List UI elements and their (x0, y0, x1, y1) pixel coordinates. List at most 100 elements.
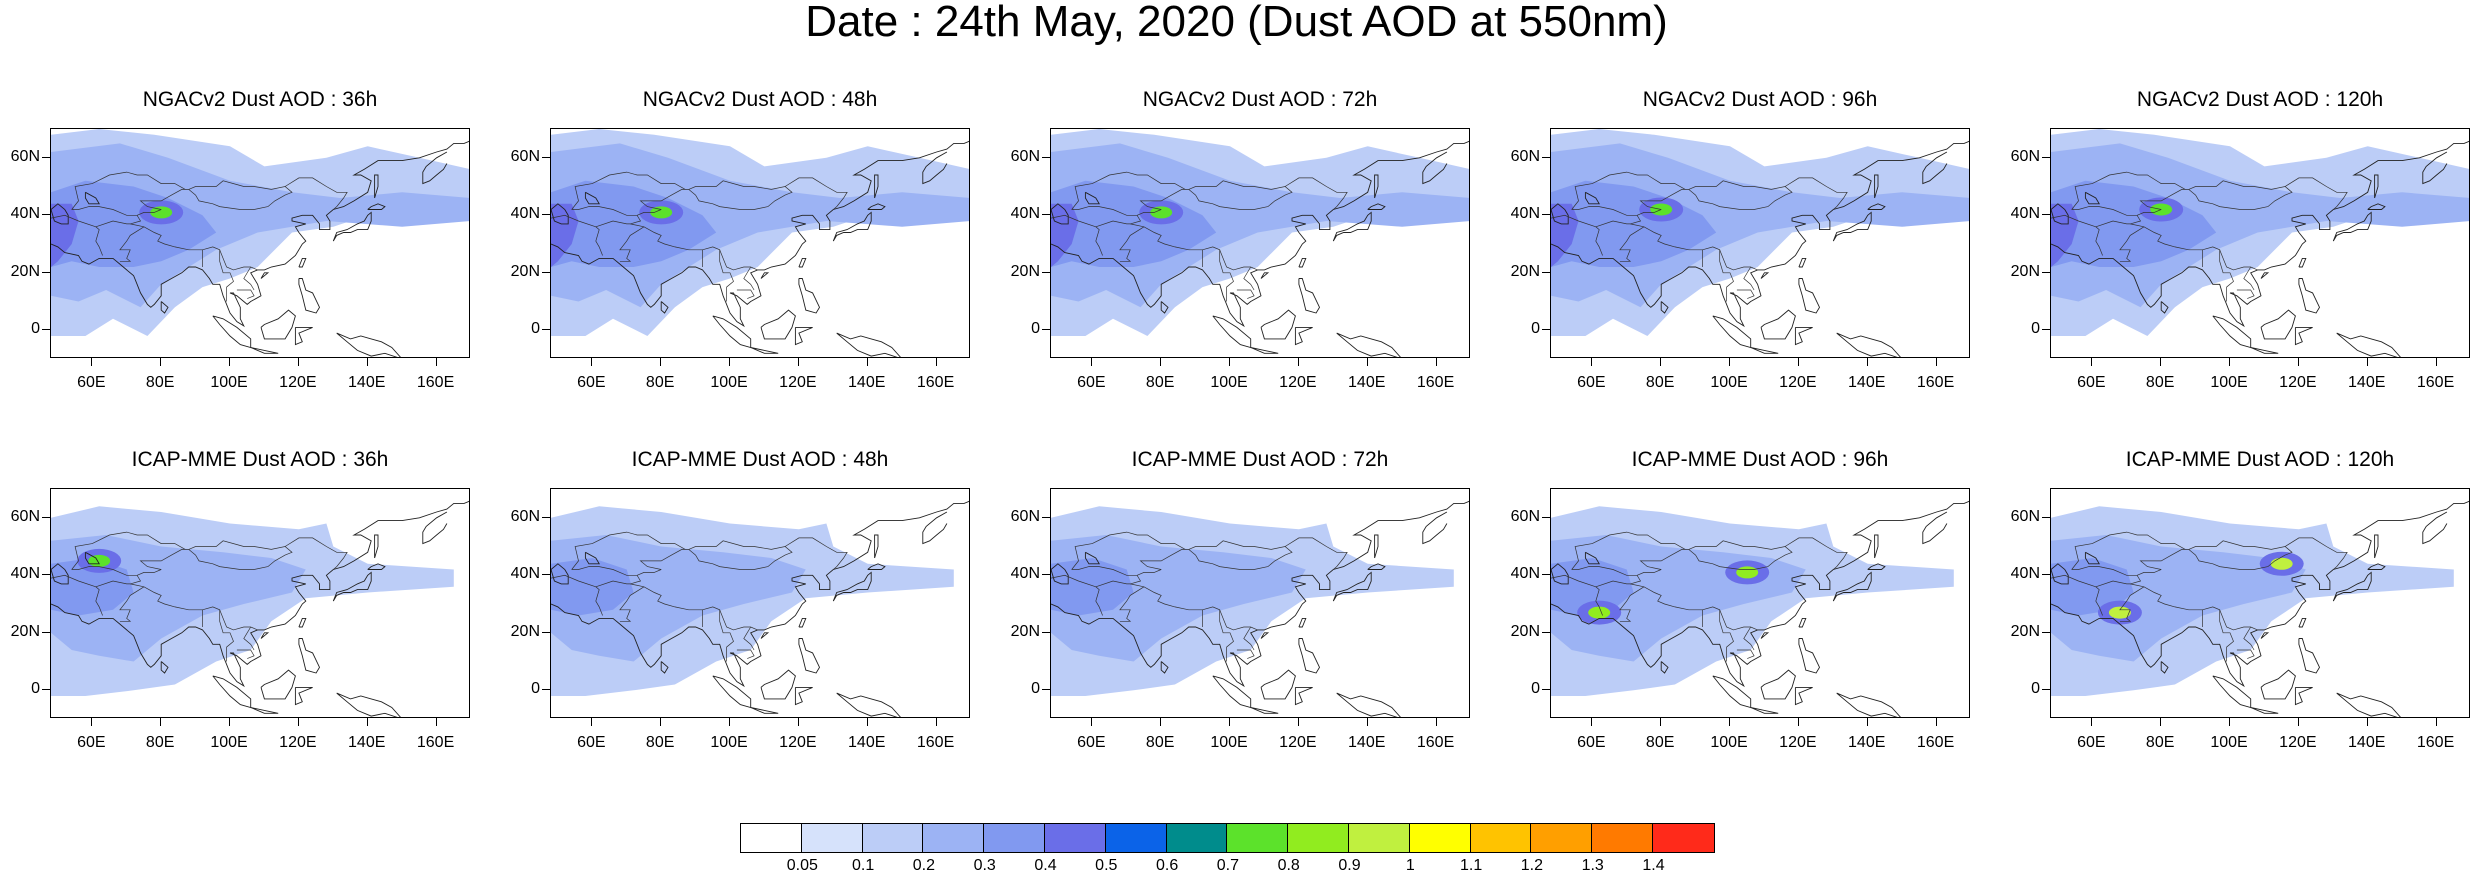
y-tick-mark (2042, 156, 2050, 158)
map-panel: ICAP-MME Dust AOD : 36h 60E 80E 100E 120E 140… (11, 448, 470, 751)
colorbar-swatch (1592, 824, 1653, 852)
colorbar-swatch (1227, 824, 1289, 852)
coastline (51, 203, 69, 225)
y-tick-label: 0 (531, 680, 540, 698)
country-border (2136, 569, 2162, 576)
x-tick-label: 100E (1710, 374, 1748, 391)
colorbar-swatch (923, 824, 985, 852)
x-tick-mark (1729, 358, 1731, 366)
colorbar-label: 1.2 (1520, 857, 1544, 874)
coastline (1084, 551, 1100, 565)
coastline (2374, 174, 2379, 199)
map-frame (50, 488, 470, 718)
y-tick-label: 20N (2010, 622, 2040, 640)
country-border (2119, 226, 2145, 262)
x-tick-mark (2435, 358, 2437, 366)
coastline (1551, 140, 1969, 328)
colorbar-swatch (1409, 824, 1471, 852)
country-border (236, 649, 255, 659)
x-tick-mark (729, 358, 731, 366)
x-tick-label: 100E (2210, 374, 2248, 391)
y-tick-label: 0 (2031, 680, 2040, 698)
country-border (1136, 209, 1162, 216)
x-tick-mark (2229, 358, 2231, 366)
coastline (1298, 617, 1307, 628)
x-tick-mark (1866, 718, 1868, 726)
x-tick-label: 160E (2416, 374, 2455, 391)
dust-hotspot (88, 554, 111, 567)
coastline (798, 257, 807, 268)
y-tick-label: 0 (1531, 680, 1540, 698)
coastline (160, 301, 169, 314)
country-border (1051, 574, 1103, 616)
coastline (1212, 315, 1252, 349)
country-border (1551, 574, 1603, 616)
y-tick-label: 40N (510, 205, 540, 223)
panel-title: NGACv2 Dust AOD : 36h (142, 88, 378, 111)
x-tick-label: 60E (77, 734, 106, 751)
x-tick-label: 100E (210, 734, 248, 751)
x-tick-mark (1366, 358, 1368, 366)
coastline (1298, 278, 1321, 314)
country-border (719, 249, 734, 302)
y-tick-mark (2042, 214, 2050, 216)
x-tick-mark (591, 358, 593, 366)
colorbar-swatch (1652, 824, 1714, 852)
coastline (794, 686, 813, 706)
y-tick-mark (542, 214, 550, 216)
y-tick-label: 0 (1031, 680, 1040, 698)
coastline (1750, 347, 1779, 354)
country-border (2071, 206, 2142, 228)
coastline (1760, 272, 1770, 279)
x-tick-mark (91, 358, 93, 366)
y-tick-label: 40N (1510, 205, 1540, 223)
country-border (619, 226, 645, 262)
coastline (2051, 563, 2069, 585)
country-border (119, 226, 145, 262)
coastline (660, 661, 669, 674)
coastline (1298, 638, 1321, 674)
coastline (2212, 315, 2252, 349)
x-tick-mark (2435, 718, 2437, 726)
y-tick-label: 0 (531, 320, 540, 338)
y-tick-label: 20N (2010, 262, 2040, 280)
colorbar-label: 0.5 (1095, 857, 1118, 874)
x-tick-mark (1366, 718, 1368, 726)
country-border (284, 537, 348, 570)
x-tick-label: 160E (1916, 734, 1955, 751)
dust-plume (51, 558, 134, 616)
x-tick-mark (935, 718, 937, 726)
coastline (1760, 309, 1796, 340)
x-tick-mark (797, 358, 799, 366)
x-tick-mark (2297, 358, 2299, 366)
dust-plume (51, 143, 469, 308)
x-tick-mark (1160, 358, 1162, 366)
country-border (636, 209, 662, 216)
y-tick-label: 20N (510, 622, 540, 640)
x-tick-label: 140E (2348, 734, 2386, 751)
coastline (2332, 571, 2372, 602)
dust-hotspot (1150, 206, 1173, 219)
y-tick-mark (1542, 516, 1550, 518)
country-border (639, 180, 793, 210)
coastline (374, 174, 379, 199)
map-frame (550, 128, 970, 358)
country-border (243, 266, 255, 291)
country-border (2236, 649, 2255, 659)
dust-hotspot (150, 206, 173, 219)
coastline (367, 203, 386, 210)
y-tick-mark (1042, 516, 1050, 518)
coastline (836, 332, 901, 357)
colorbar-label: 0.9 (1338, 857, 1361, 874)
map-frame (1550, 128, 1970, 358)
coastline (874, 174, 879, 199)
dust-plume (551, 558, 634, 616)
y-tick-label: 40N (1510, 565, 1540, 583)
coastline (294, 326, 313, 346)
coastline (760, 632, 770, 639)
coastline (332, 211, 372, 242)
y-tick-label: 20N (1510, 622, 1540, 640)
x-tick-mark (935, 358, 937, 366)
country-border (130, 583, 258, 631)
coastline (1422, 511, 1448, 545)
